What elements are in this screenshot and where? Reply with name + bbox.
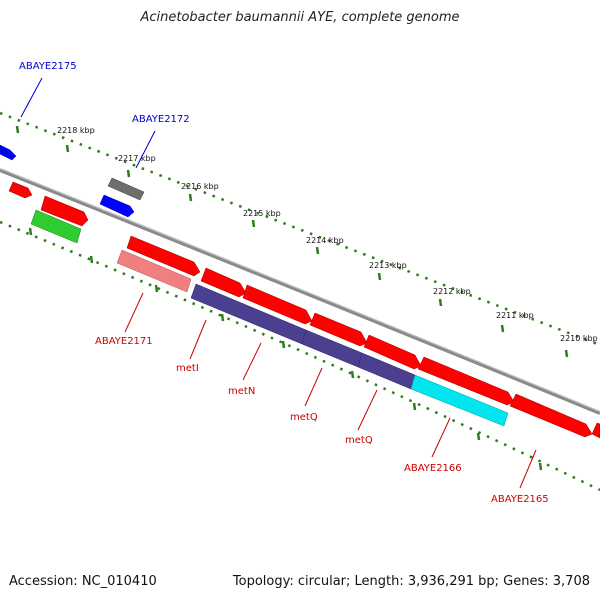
gene-red-feature[interactable]: [8, 181, 33, 199]
gene-blue-feature[interactable]: [99, 194, 135, 218]
tick-label: 2218 kbp: [57, 126, 95, 135]
gene-label-abaye2175[interactable]: ABAYE2175: [19, 61, 77, 72]
gene-red-feature[interactable]: [40, 195, 89, 227]
label-leaders: [20, 77, 537, 489]
outer-dot-track: [0, 111, 600, 347]
gene-red-feature[interactable]: [363, 334, 422, 370]
gene-red-feature[interactable]: [509, 393, 593, 438]
gene-label-metq[interactable]: metQ: [290, 412, 318, 423]
gene-red-feature[interactable]: [200, 267, 247, 298]
tick-label: 2215 kbp: [243, 209, 281, 218]
inner-dot-track: [0, 220, 600, 492]
gene-label-abaye2171[interactable]: ABAYE2171: [95, 336, 153, 347]
gene-label-meti[interactable]: metI: [176, 363, 199, 374]
gene-abaye2172-feature[interactable]: [107, 177, 145, 201]
accession-text: Accession: NC_010410: [9, 574, 157, 589]
tick-label: 2211 kbp: [496, 311, 534, 320]
tick-label: 2217 kbp: [118, 154, 156, 163]
gene-red-feature[interactable]: [417, 356, 515, 406]
tick-label: 2212 kbp: [433, 287, 471, 296]
figure-title: Acinetobacter baumannii AYE, complete ge…: [140, 10, 460, 25]
gene-label-metq[interactable]: metQ: [345, 435, 373, 446]
genome-backbone-highlight: [0, 168, 600, 412]
gene-label-abaye2165[interactable]: ABAYE2165: [491, 494, 549, 505]
gene-labels: ABAYE2175 ABAYE2172 ABAYE2171 metI metN …: [19, 61, 549, 505]
gene-red-feature[interactable]: [309, 312, 368, 347]
inner-major-ticks: [28, 227, 543, 471]
topology-text: Topology: circular; Length: 3,936,291 bp…: [232, 574, 590, 589]
gene-label-metn[interactable]: metN: [228, 386, 255, 397]
gene-red-feature[interactable]: [591, 422, 600, 439]
gene-label-abaye2172[interactable]: ABAYE2172: [132, 114, 190, 125]
tick-label: 2213 kbp: [369, 261, 407, 270]
genome-backbone: [0, 168, 600, 415]
tick-label: 2216 kbp: [181, 182, 219, 191]
gene-abaye2175-feature[interactable]: [0, 144, 17, 161]
gene-abaye2166-feature[interactable]: [410, 374, 509, 427]
gene-label-abaye2166[interactable]: ABAYE2166: [404, 463, 462, 474]
outer-major-ticks: [15, 125, 569, 358]
tick-labels: 2218 kbp 2217 kbp 2216 kbp 2215 kbp 2214…: [57, 126, 598, 343]
tick-label: 2210 kbp: [560, 334, 598, 343]
gene-red-feature[interactable]: [242, 284, 313, 325]
gene-green-feature[interactable]: [30, 209, 82, 244]
tick-label: 2214 kbp: [306, 236, 344, 245]
gene-red-feature[interactable]: [126, 235, 201, 277]
gene-abaye2171-feature[interactable]: [116, 249, 192, 293]
